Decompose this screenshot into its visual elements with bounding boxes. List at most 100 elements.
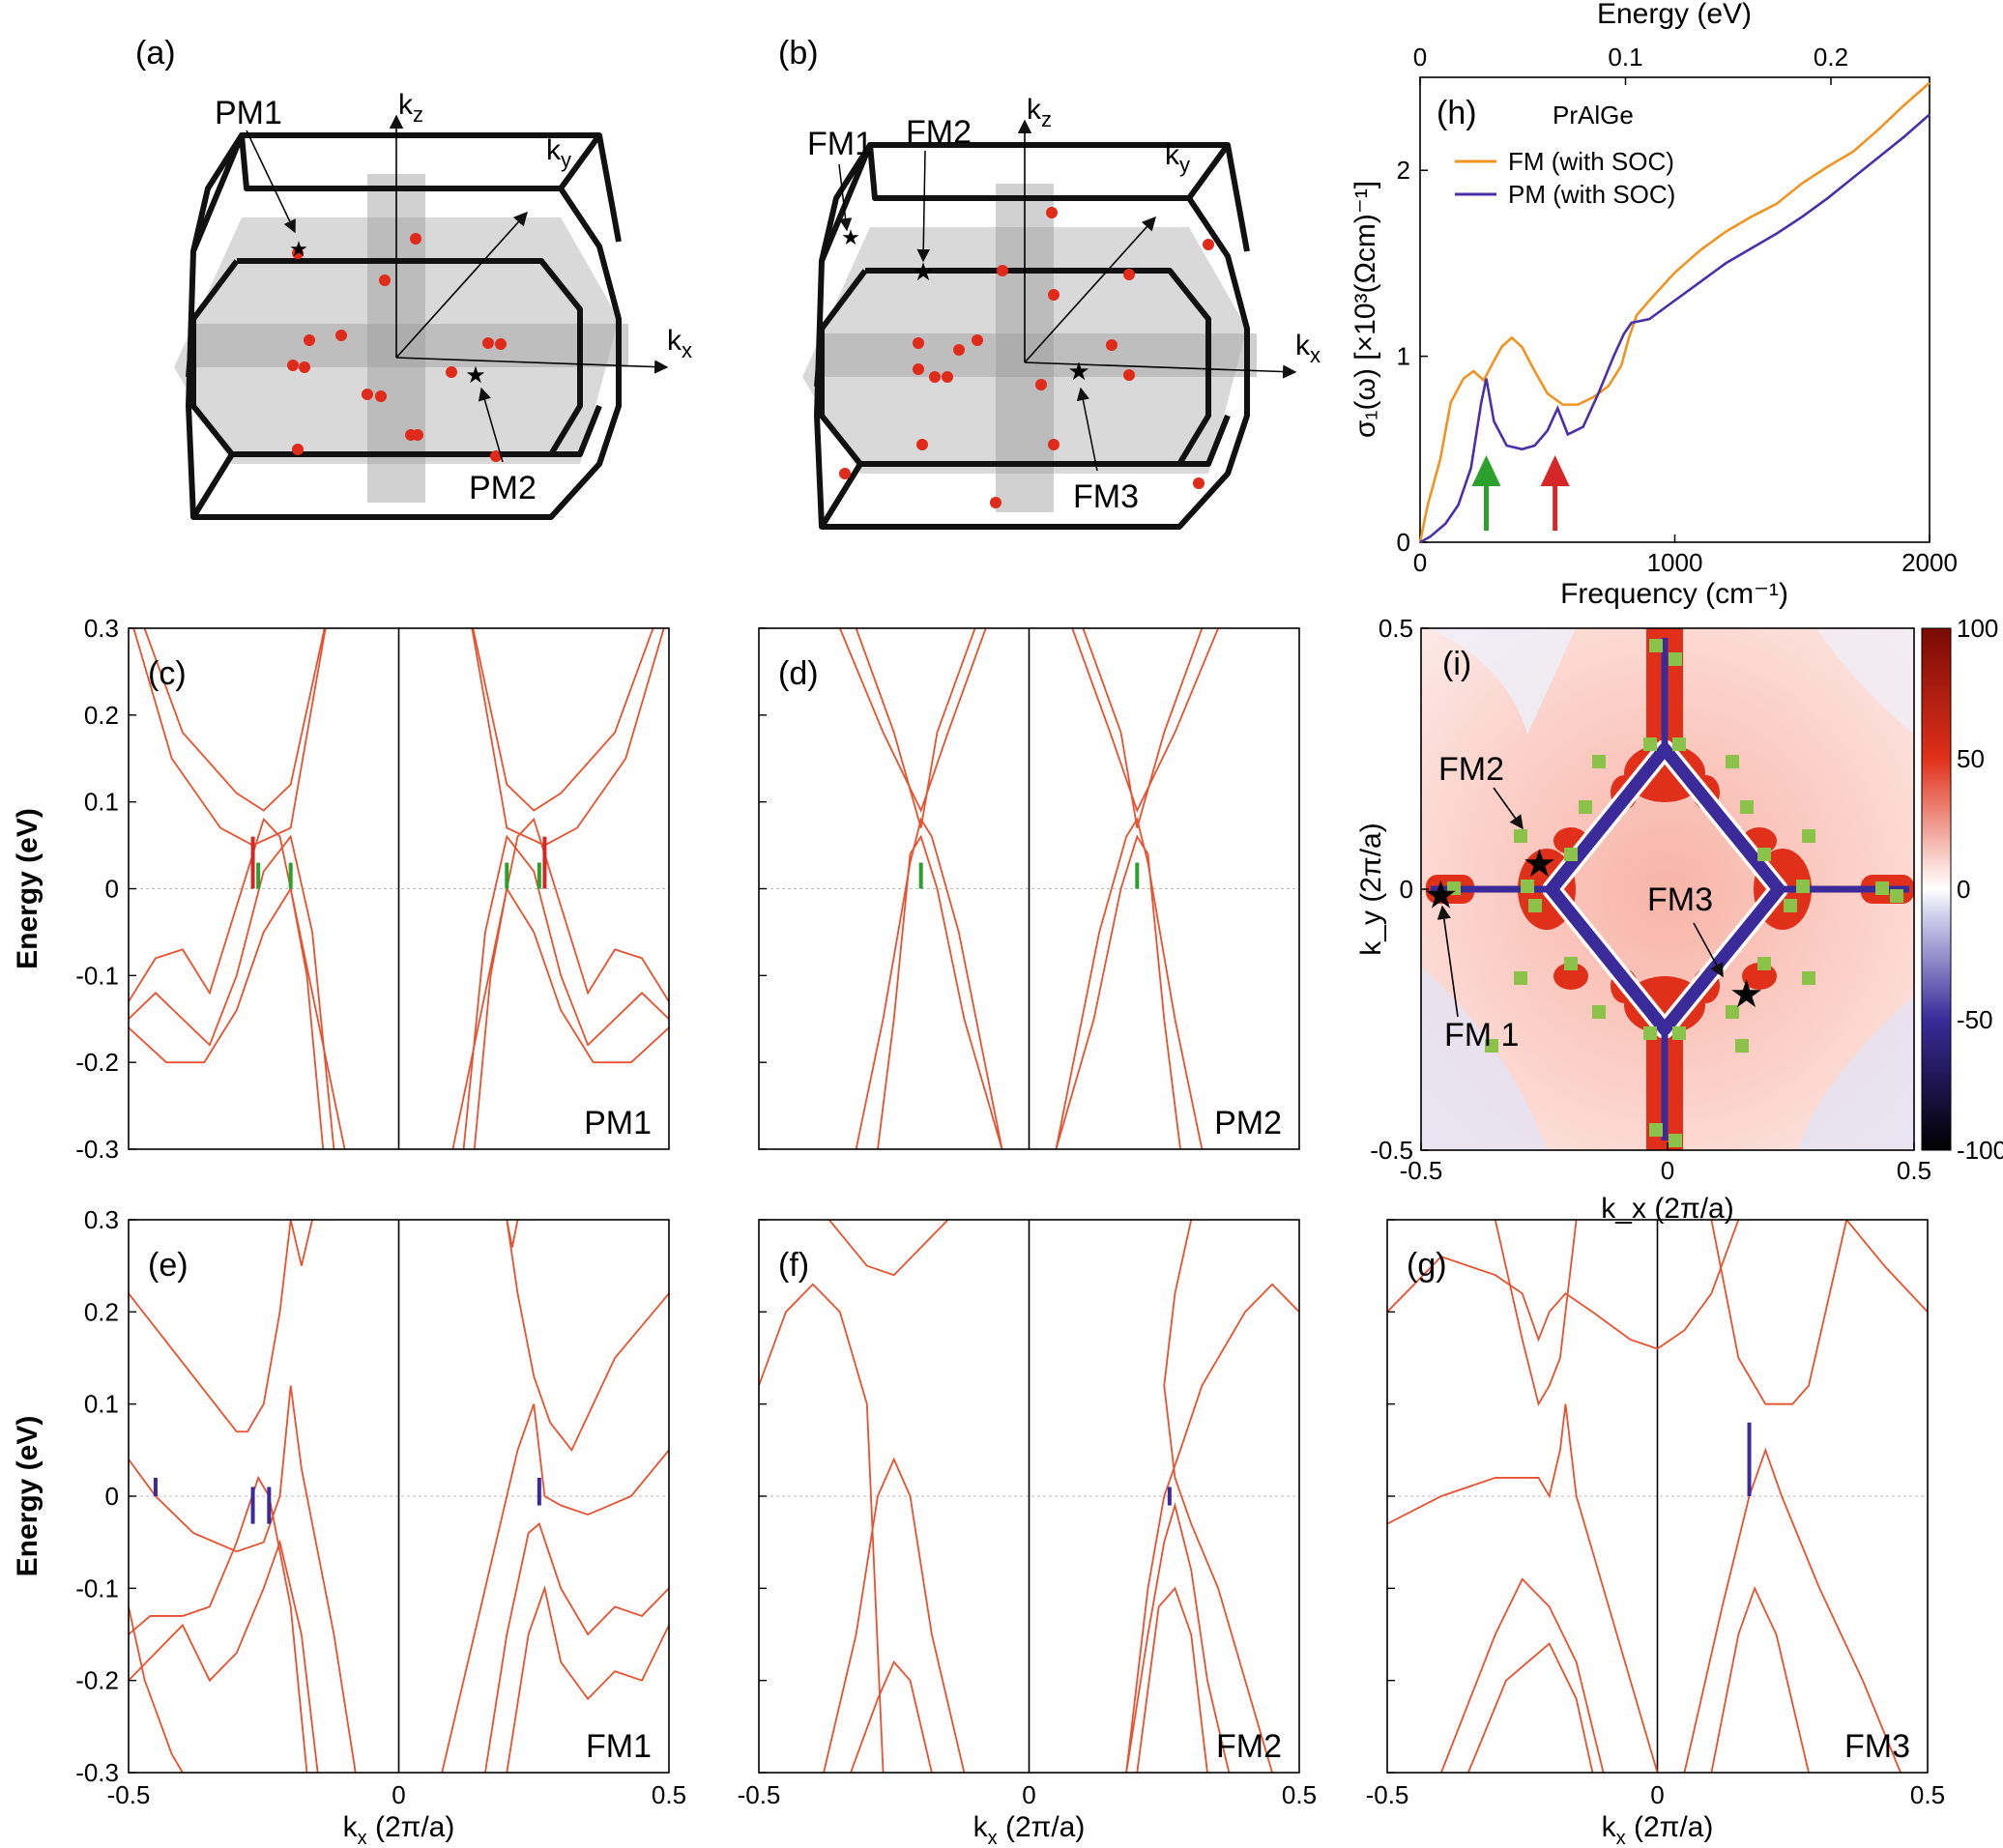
label-pm1-a: PM1 [215, 95, 282, 131]
panel-e-label: (e) [148, 1247, 189, 1284]
x-tick-label-i: 0 [1661, 1156, 1674, 1185]
label-fm1-b: FM1 [807, 126, 873, 162]
y-tick-label-h: 1 [1397, 342, 1410, 371]
y-tick-label-e: 0.2 [84, 1297, 119, 1326]
y-tick-label-c: -0.3 [75, 1135, 119, 1164]
label-pm2-a: PM2 [469, 470, 537, 506]
x-tick-label-f: 0.5 [1282, 1780, 1317, 1809]
y-tick-label-h: 0 [1397, 528, 1410, 557]
band-line [129, 1606, 184, 1773]
x-tick-label-e: -0.5 [107, 1780, 151, 1809]
y-axis-title-e: Energy (eV) [12, 1416, 44, 1577]
band-line [823, 1457, 966, 1773]
band-line [1440, 1577, 1605, 1773]
band-line [1387, 1403, 1659, 1773]
y-tick-label-c: 0 [105, 875, 119, 904]
y-tick-label-i: -0.5 [1370, 1136, 1413, 1165]
band-line [1710, 1585, 1810, 1773]
band-curves-c [129, 628, 669, 1149]
band-line [855, 817, 1003, 1149]
x-tick-label-g: 0 [1650, 1780, 1664, 1809]
star-fm2-b: ★ [912, 257, 934, 286]
star-fm3-i: ★ [1729, 973, 1764, 1016]
band-line [1055, 817, 1204, 1149]
plot-frame-h [1419, 76, 1930, 543]
axis-kz-b: kz [1027, 94, 1052, 131]
band-line [129, 1385, 357, 1773]
x2-tick-label-h: 0.2 [1814, 43, 1848, 72]
colorbar-tick-label: 50 [1957, 744, 1985, 773]
panel-f-bands: -0.5 0 0.5 kx (2π/a) (f) FM2 [738, 1219, 1317, 1848]
band-line [462, 834, 669, 1149]
x-tick-label-h: 2000 [1901, 548, 1958, 577]
band-line [1082, 628, 1204, 828]
band-line [1125, 1283, 1299, 1773]
x-tick-label-e: 0.5 [652, 1780, 686, 1809]
panel-b-brillouin-zone: (b) kz ky kx ★ ★ ★ FM1 FM2 FM3 [778, 35, 1321, 530]
y-tick-label-e: -0.3 [75, 1758, 119, 1787]
panel-i-berry-curvature-map: ★ ★ ★ (i) FM2 FM3 FM 1 -0.5 0 0.5 0.5 0 -0.5 k_… [1355, 614, 2003, 1225]
y-tick-label-e: 0.3 [84, 1205, 119, 1234]
band-line [1163, 1220, 1273, 1773]
band-line [506, 1220, 519, 1248]
colorbar-tick-label: -50 [1957, 1005, 1993, 1034]
legend-label-fm: FM (with SOC) [1508, 147, 1674, 176]
x-axis-title-e: kx (2π/a) [343, 1811, 455, 1848]
band-line [506, 1220, 669, 1453]
panel-h-optical-conductivity: 0 1000 2000 0 0.1 0.2 0 1 2 Energy (eV) Frequenc… [1350, 0, 1958, 610]
band-line [129, 1220, 292, 1433]
band-curves-g [1387, 1220, 1928, 1773]
label-fm2-b: FM2 [906, 114, 972, 151]
band-line [827, 1220, 949, 1277]
y-tick-label-i: 0.5 [1379, 614, 1413, 643]
axis-kx-b: kx [1295, 330, 1321, 367]
star-fm3-b: ★ [1067, 357, 1089, 386]
band-line [441, 1403, 669, 1773]
band-line [839, 628, 987, 814]
y-tick-label-h: 2 [1397, 156, 1410, 185]
band-line [129, 886, 325, 1149]
panel-c-label: (c) [148, 655, 187, 692]
band-line [1136, 1586, 1208, 1773]
y-tick-label-c: 0.2 [84, 701, 119, 730]
y-tick-label-c: -0.1 [75, 961, 119, 990]
legend-label-pm: PM (with SOC) [1508, 180, 1675, 209]
band-line [129, 834, 335, 1149]
y-axis-title-i: k_y (2π/a) [1355, 823, 1387, 955]
panel-c-corner-label: PM1 [584, 1105, 652, 1141]
y-tick-label-e: -0.2 [75, 1666, 119, 1695]
band-line [471, 628, 665, 847]
band-line [451, 817, 669, 1149]
y-tick-label-i: 0 [1400, 875, 1413, 904]
band-line [1710, 1220, 1848, 1405]
band-line [484, 1522, 669, 1773]
x-tick-label-f: 0 [1022, 1780, 1035, 1809]
label-fm3-i: FM3 [1647, 881, 1713, 918]
band-line [1055, 834, 1181, 1149]
x-axis-title-h: Frequency (cm⁻¹) [1560, 578, 1788, 610]
x2-tick-label-h: 0 [1413, 43, 1427, 72]
band-line [506, 1585, 669, 1773]
band-line [1494, 1220, 1578, 1407]
colorbar [1921, 627, 1952, 1151]
y-tick-label-e: -0.1 [75, 1574, 119, 1603]
label-fm3-b: FM3 [1073, 478, 1139, 515]
y-tick-label-c: -0.2 [75, 1048, 119, 1077]
panel-i-label: (i) [1442, 646, 1471, 682]
x-tick-label-h: 0 [1413, 548, 1427, 577]
star-fm1-i: ★ [1423, 874, 1458, 916]
band-line [759, 1283, 885, 1773]
x-axis-title-f: kx (2π/a) [973, 1811, 1086, 1848]
panel-g-label: (g) [1407, 1247, 1447, 1284]
band-line [129, 817, 346, 1149]
panel-a-brillouin-zone: (a) kz ky kx ★ ★ PM1 PM2 [135, 35, 692, 520]
band-line [855, 628, 976, 828]
panel-d-bands: (d) PM2 [758, 627, 1300, 1150]
band-line [1387, 1220, 1740, 1350]
x-tick-label-f: -0.5 [738, 1780, 781, 1809]
x-axis-title-g: kx (2π/a) [1602, 1811, 1714, 1848]
axis-kz-a: kz [398, 89, 423, 127]
panel-e-bands: 0.3 0.2 0.1 0 -0.1 -0.2 -0.3 Energy (eV) -0.5 0 0.… [12, 1205, 686, 1848]
band-line [850, 1660, 933, 1773]
arrow-head-green [1471, 455, 1501, 486]
